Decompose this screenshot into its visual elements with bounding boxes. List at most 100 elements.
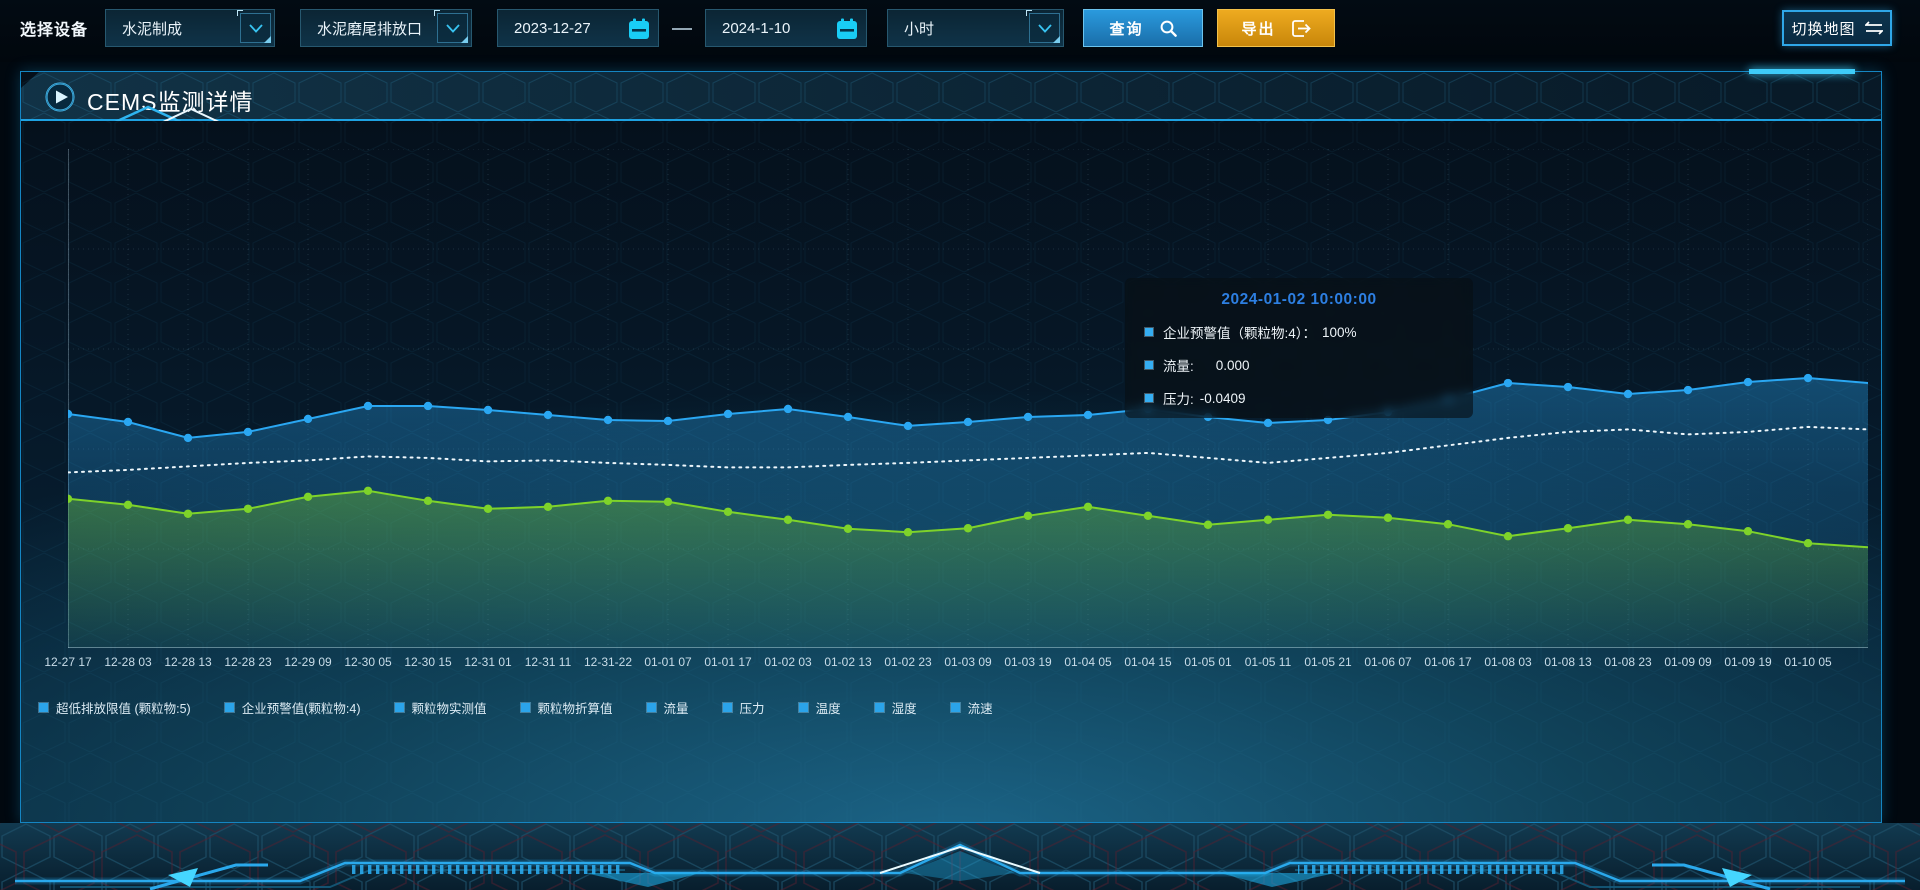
x-axis-label: 01-03 19 xyxy=(1004,655,1052,669)
legend-marker-icon xyxy=(646,703,656,712)
data-point xyxy=(1623,515,1633,524)
legend-item[interactable]: 湿度 xyxy=(874,698,917,717)
export-button[interactable]: 导出 xyxy=(1217,9,1335,47)
legend-label: 超低排放限值 (颗粒物:5) xyxy=(56,702,191,716)
data-point xyxy=(783,515,793,524)
x-axis-label: 12-28 23 xyxy=(224,655,272,669)
x-axis-label: 01-06 17 xyxy=(1424,655,1472,669)
data-point xyxy=(1143,404,1153,414)
data-point xyxy=(543,502,553,511)
data-point xyxy=(1023,412,1033,422)
end-date-value: 2024-1-10 xyxy=(722,19,791,37)
legend-item[interactable]: 温度 xyxy=(798,698,841,717)
play-icon xyxy=(45,82,75,112)
data-point xyxy=(1083,410,1093,420)
hexagon-texture xyxy=(21,72,1881,119)
end-date-input[interactable]: 2024-1-10 xyxy=(705,9,867,47)
data-point xyxy=(363,486,373,496)
query-button[interactable]: 查询 xyxy=(1083,9,1203,47)
x-axis-label: 12-31 11 xyxy=(524,655,572,669)
legend-marker-icon xyxy=(798,703,808,712)
legend-item[interactable]: 压力 xyxy=(722,698,765,717)
data-point xyxy=(1563,382,1573,392)
x-axis-label: 01-10 05 xyxy=(1784,655,1832,669)
data-point xyxy=(1083,502,1093,511)
switch-map-button[interactable]: 切换地图 xyxy=(1782,10,1892,46)
data-point xyxy=(1323,510,1333,519)
data-point xyxy=(183,433,193,443)
start-date-input[interactable]: 2023-12-27 xyxy=(497,9,659,47)
x-axis-label: 01-05 21 xyxy=(1304,655,1352,669)
series-green-line xyxy=(63,486,1869,648)
legend-marker-icon xyxy=(722,703,732,712)
interval-select-value: 小时 xyxy=(904,20,935,38)
legend-label: 流量 xyxy=(663,702,689,716)
legend-item[interactable]: 企业预警值(颗粒物:4) xyxy=(224,698,361,717)
chevron-down-icon[interactable] xyxy=(1026,10,1060,43)
calendar-icon[interactable] xyxy=(833,15,861,43)
legend-item[interactable]: 超低排放限值 (颗粒物:5) xyxy=(39,698,191,717)
data-point xyxy=(723,507,733,516)
x-axis-label: 01-03 09 xyxy=(944,655,992,669)
x-axis-label: 01-02 23 xyxy=(884,655,932,669)
device-select[interactable]: 水泥制成 xyxy=(105,9,275,47)
device-select-label: 选择设备 xyxy=(20,22,89,39)
data-point xyxy=(1743,377,1753,387)
device-select-value: 水泥制成 xyxy=(122,20,183,38)
x-axis-label: 01-05 11 xyxy=(1244,655,1292,669)
x-axis-label: 01-02 13 xyxy=(824,655,872,669)
interval-select[interactable]: 小时 xyxy=(887,9,1064,47)
data-point xyxy=(1443,394,1453,404)
chart-legend: 超低排放限值 (颗粒物:5) 企业预警值(颗粒物:4) 颗粒物实测值 颗粒物折算值 流量… xyxy=(39,698,993,717)
x-axis-label: 01-01 17 xyxy=(704,655,752,669)
data-point xyxy=(1803,373,1813,383)
data-point xyxy=(963,524,973,533)
data-point xyxy=(183,509,193,518)
data-point xyxy=(303,492,313,502)
data-point xyxy=(1143,511,1153,520)
query-button-label: 查询 xyxy=(1109,20,1144,38)
x-axis-label: 01-08 23 xyxy=(1604,655,1652,669)
x-axis-label: 12-31-22 xyxy=(583,655,633,669)
data-point xyxy=(1263,515,1273,524)
data-point xyxy=(243,504,253,513)
data-point xyxy=(1263,418,1273,428)
data-point xyxy=(1503,532,1513,541)
chevron-down-icon[interactable] xyxy=(237,10,271,43)
x-axis-label: 01-09 09 xyxy=(1664,655,1712,669)
legend-marker-icon xyxy=(874,703,884,712)
outlet-select[interactable]: 水泥磨尾排放口 xyxy=(300,9,472,47)
legend-item[interactable]: 流速 xyxy=(950,698,993,717)
x-axis-labels: 12-27 17 12-28 03 12-28 13 12-28 23 12-29 09… xyxy=(44,655,1868,673)
legend-label: 流速 xyxy=(967,702,993,716)
data-point xyxy=(603,415,613,425)
x-axis-label: 01-01 07 xyxy=(644,655,692,669)
x-axis-label: 12-28 13 xyxy=(164,655,212,669)
data-point xyxy=(1803,539,1813,548)
chart-canvas[interactable] xyxy=(63,148,1869,648)
x-axis-label: 12-30 15 xyxy=(404,655,452,669)
data-point xyxy=(1683,385,1693,395)
legend-item[interactable]: 颗粒物折算值 xyxy=(520,698,613,717)
data-point xyxy=(903,421,913,431)
legend-label: 湿度 xyxy=(891,702,917,716)
legend-item[interactable]: 颗粒物实测值 xyxy=(394,698,487,717)
data-point xyxy=(423,401,433,411)
chevron-down-icon[interactable] xyxy=(434,10,468,43)
legend-label: 颗粒物实测值 xyxy=(411,702,487,716)
data-point xyxy=(543,410,553,420)
data-point xyxy=(1443,520,1453,529)
data-point xyxy=(603,496,613,505)
export-button-label: 导出 xyxy=(1241,20,1276,38)
legend-label: 颗粒物折算值 xyxy=(537,702,613,716)
x-axis-label: 01-09 19 xyxy=(1724,655,1772,669)
calendar-icon[interactable] xyxy=(625,15,653,43)
search-icon xyxy=(1160,20,1177,37)
panel-header: CEMS监测详情 xyxy=(21,72,1881,121)
date-range-separator xyxy=(672,28,692,30)
x-axis-label: 12-28 03 xyxy=(104,655,152,669)
data-point xyxy=(723,409,733,419)
x-axis-label: 01-04 15 xyxy=(1124,655,1172,669)
data-point xyxy=(1383,407,1393,417)
legend-item[interactable]: 流量 xyxy=(646,698,689,717)
